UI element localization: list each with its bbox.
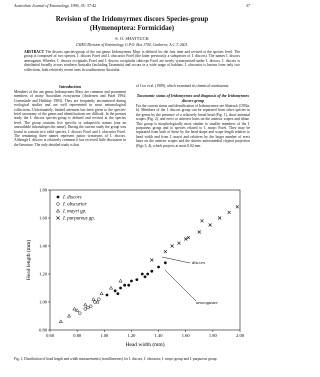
y-tick-label: 1.20 (39, 272, 48, 277)
data-point (56, 216, 60, 220)
data-point (143, 275, 147, 279)
paragraph: For the current status and identificatio… (136, 104, 250, 148)
author: S. O. SHATTUCK (115, 36, 149, 41)
data-point (184, 237, 188, 241)
abstract-label: ABSTRACT (24, 50, 45, 54)
abstract-text: The discors species-group of the ant gen… (24, 50, 240, 72)
subtitle: (Hymenoptera: Formicidae) (89, 24, 175, 32)
data-point (163, 261, 167, 265)
data-point (208, 223, 212, 227)
arrow (164, 269, 197, 302)
data-point (109, 285, 114, 290)
x-tick-label: 1.80 (209, 333, 218, 338)
x-axis-label: Head width (mm) (125, 341, 164, 348)
plot-frame (49, 189, 241, 331)
affiliation: CSIRO Division of Entomology, G.P.O. Box… (75, 43, 189, 47)
annotation: discors (192, 260, 205, 265)
data-point (83, 307, 87, 311)
data-point (56, 195, 60, 199)
abstract: ABSTRACT The discors species-group of th… (24, 50, 240, 80)
page-number: 37 (246, 3, 250, 8)
data-point (116, 292, 120, 295)
data-point (150, 269, 154, 273)
data-point (58, 319, 63, 323)
x-tick-label: 1.20 (127, 333, 136, 338)
data-point (75, 308, 80, 312)
section-heading: Taxonomic status of Iridomyrmex and diag… (136, 94, 250, 103)
data-point (113, 289, 117, 293)
data-point (56, 202, 60, 206)
page: Australian Journal of Entomology, 1996, … (14, 3, 250, 361)
data-point (55, 208, 61, 213)
data-point (105, 293, 109, 297)
data-point (66, 313, 72, 318)
y-axis-label: Head length (mm) (25, 240, 32, 280)
data-point (200, 219, 204, 223)
data-point (235, 205, 239, 209)
data-point (135, 278, 139, 281)
data-point (186, 235, 191, 240)
x-tick-label: 0.80 (73, 333, 82, 338)
paragraph: Members of the ant genus Iridomyrmex May… (14, 90, 126, 147)
data-point (177, 241, 181, 245)
data-point (227, 210, 231, 215)
paragraph: of Cox et al. (1989), which examined its… (136, 84, 230, 88)
data-point (170, 244, 174, 248)
data-point (97, 297, 101, 301)
x-tick-label: 1.00 (100, 333, 109, 338)
data-point (146, 272, 150, 276)
data-point (78, 311, 82, 315)
data-point (217, 216, 222, 220)
data-point (127, 283, 131, 287)
figure: discors aeneogaster 0.60 0.80 1.00 1.20 1.40… (25, 188, 245, 349)
section-heading: Introduction (59, 84, 81, 89)
arrow (161, 256, 191, 264)
y-tick-label: 1.80 (39, 188, 48, 193)
x-tick-label: 1.40 (155, 333, 164, 338)
data-point (91, 296, 96, 301)
data-point (150, 258, 154, 262)
y-tick-label: 1.40 (39, 244, 48, 249)
data-point (83, 302, 88, 307)
annotation: aeneogaster (196, 300, 218, 305)
data-point (130, 279, 133, 283)
journal-header: Australian Journal of Entomology, 1996, … (14, 3, 97, 8)
data-point (89, 304, 93, 308)
data-point (118, 278, 123, 283)
legend-label: I. mayri gp. (62, 210, 86, 215)
data-point (72, 306, 77, 311)
data-point (99, 291, 104, 295)
y-tick-label: 0.80 (39, 328, 48, 333)
data-point (93, 300, 97, 304)
y-tick-label: 1.60 (39, 216, 48, 221)
data-point (197, 230, 201, 234)
figure-caption: Fig. 1. Distribution of head length and … (14, 357, 218, 361)
data-point (163, 249, 168, 254)
data-point (140, 272, 144, 276)
legend-label: I. obscurior (62, 203, 87, 208)
data-point (157, 265, 160, 269)
data-point (123, 283, 127, 287)
title: Revision of the Iridomyrmex discors Spec… (55, 15, 209, 23)
data-point (86, 305, 90, 310)
x-tick-label: 1.60 (182, 333, 191, 338)
legend-label: I. purpureus gp. (62, 217, 95, 222)
x-tick-label: 0.60 (46, 333, 55, 338)
data-point (119, 286, 122, 290)
data-point (95, 299, 100, 304)
y-tick-label: 1.00 (39, 300, 48, 305)
x-tick-label: 2.00 (236, 333, 245, 338)
legend-label: I. discors (62, 196, 82, 201)
